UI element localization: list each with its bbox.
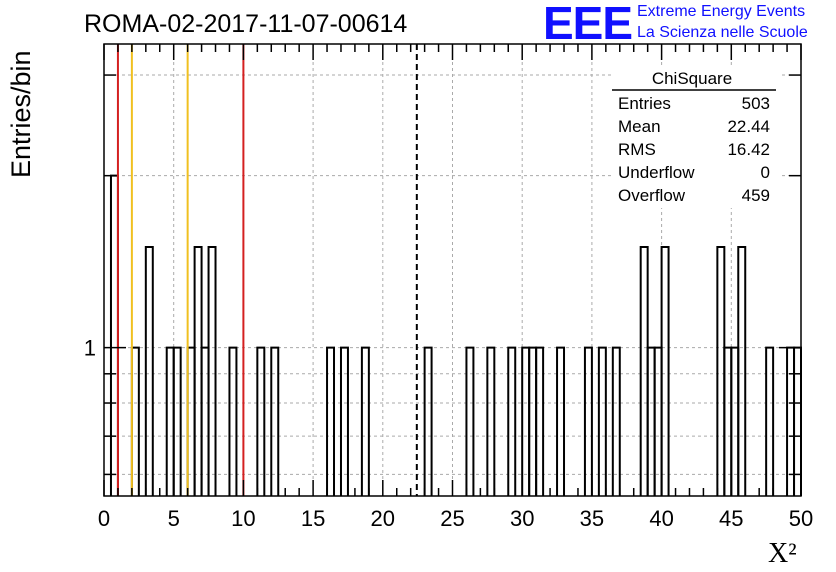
stats-value-rms: 16.42 (727, 140, 770, 159)
stats-label-rms: RMS (618, 140, 656, 159)
stats-value-overflow: 459 (742, 186, 770, 205)
y-tick-label-0: 1 (84, 336, 96, 361)
histogram-bin-0 (109, 174, 119, 496)
axis-tick-labels: 0 5 10 15 20 25 30 35 40 45 50 1 (84, 336, 813, 531)
logo-subtitle-line1: Extreme Energy Events (637, 3, 806, 20)
histogram-bin-2 (144, 246, 154, 496)
stats-value-mean: 22.44 (727, 117, 770, 136)
x-tick-label-3: 15 (301, 506, 325, 531)
histogram-bin-10 (256, 346, 266, 496)
x-tick-label-2: 10 (231, 506, 255, 531)
histogram-bin-30 (716, 246, 726, 496)
reference-lines (116, 44, 418, 496)
histogram-bin-20 (528, 346, 538, 496)
chart-title: ROMA-02-2017-11-07-00614 (84, 10, 408, 38)
stats-box-title: ChiSquare (652, 69, 732, 88)
histogram-bin-24 (597, 346, 607, 496)
histogram-bin-9 (228, 346, 238, 496)
histogram-bin-6 (193, 246, 203, 496)
stats-value-entries: 503 (742, 94, 770, 113)
histogram-bin-32 (730, 346, 740, 496)
histogram-bin-12 (326, 346, 336, 496)
histogram-bin-3 (165, 346, 175, 496)
histogram-bin-13 (339, 346, 349, 496)
stats-box: ChiSquare Entries 503 Mean 22.44 RMS 16.42 Und… (612, 66, 780, 208)
x-tick-label-10: 50 (789, 506, 813, 531)
x-tick-label-5: 25 (440, 506, 464, 531)
axis-ticks (103, 44, 802, 496)
x-tick-label-4: 20 (371, 506, 395, 531)
histogram-bin-1 (130, 346, 140, 496)
histogram-bin-34 (765, 346, 775, 496)
x-tick-label-0: 0 (98, 506, 110, 531)
histogram-bin-16 (465, 346, 475, 496)
histogram-bin-21 (535, 346, 545, 496)
stats-label-entries: Entries (618, 94, 671, 113)
x-tick-label-1: 5 (168, 506, 180, 531)
grid (104, 44, 801, 496)
stats-value-underflow: 0 (761, 163, 770, 182)
stats-label-overflow: Overflow (618, 186, 686, 205)
stats-box-rows: Entries 503 Mean 22.44 RMS 16.42 Underflow 0 Ove… (618, 94, 770, 205)
histogram-bars (109, 174, 802, 496)
x-tick-label-9: 45 (719, 506, 743, 531)
stats-label-mean: Mean (618, 117, 661, 136)
x-tick-label-7: 35 (580, 506, 604, 531)
histogram-bin-23 (583, 346, 593, 496)
histogram-bin-29 (660, 246, 670, 496)
histogram-bin-25 (611, 346, 621, 496)
histogram-bin-11 (270, 346, 280, 496)
stats-label-underflow: Underflow (618, 163, 695, 182)
histogram-bin-5 (186, 346, 196, 496)
histogram-bin-27 (646, 346, 656, 496)
histogram-bin-17 (486, 346, 496, 496)
eee-logo: EEE (543, 0, 633, 49)
histogram-bin-26 (639, 246, 649, 496)
histogram-bin-28 (653, 346, 663, 496)
histogram-bin-18 (507, 346, 517, 496)
x-tick-label-6: 30 (510, 506, 534, 531)
histogram-bin-7 (200, 346, 210, 496)
histogram-bin-4 (172, 346, 182, 496)
x-tick-label-8: 40 (649, 506, 673, 531)
histogram-bin-15 (423, 346, 433, 496)
histogram-bin-19 (521, 346, 531, 496)
histogram-bin-33 (737, 246, 747, 496)
histogram-bin-31 (723, 346, 733, 496)
x-axis-label: X² (768, 538, 797, 569)
histogram-bin-22 (556, 346, 566, 496)
logo-subtitle-line2: La Scienza nelle Scuole (637, 24, 808, 41)
histogram-bin-14 (360, 346, 370, 496)
histogram-bin-8 (207, 246, 217, 496)
